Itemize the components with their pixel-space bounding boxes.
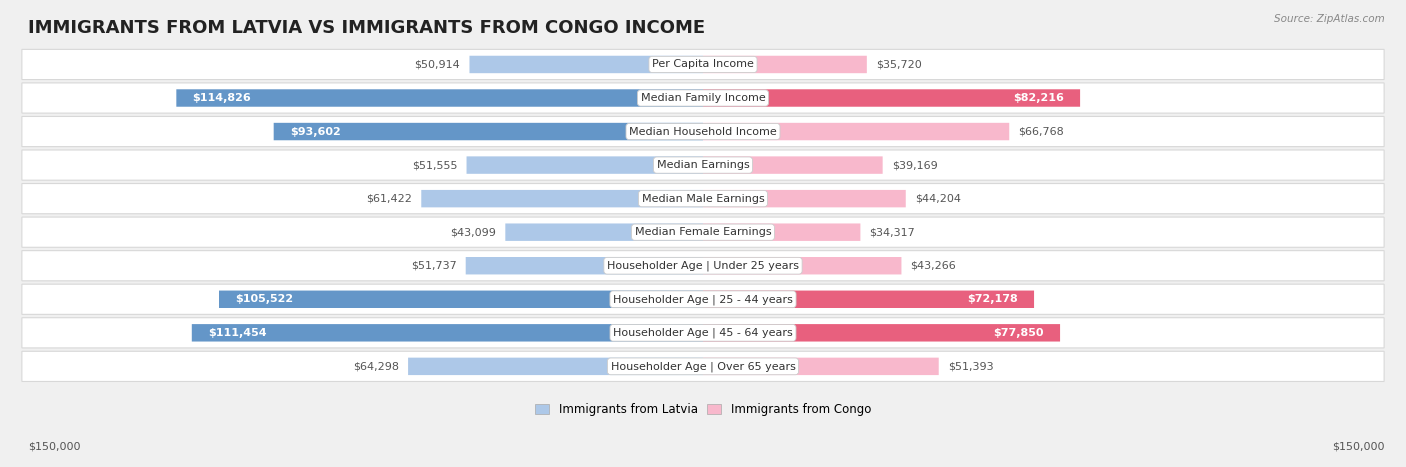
- Text: $44,204: $44,204: [915, 194, 960, 204]
- Text: $105,522: $105,522: [235, 294, 294, 304]
- Legend: Immigrants from Latvia, Immigrants from Congo: Immigrants from Latvia, Immigrants from …: [530, 398, 876, 421]
- FancyBboxPatch shape: [22, 83, 1384, 113]
- FancyBboxPatch shape: [22, 284, 1384, 314]
- Text: Median Earnings: Median Earnings: [657, 160, 749, 170]
- Text: Householder Age | 45 - 64 years: Householder Age | 45 - 64 years: [613, 327, 793, 338]
- FancyBboxPatch shape: [703, 257, 901, 275]
- FancyBboxPatch shape: [422, 190, 703, 207]
- FancyBboxPatch shape: [176, 89, 703, 107]
- Text: $50,914: $50,914: [415, 59, 460, 70]
- Text: Householder Age | Over 65 years: Householder Age | Over 65 years: [610, 361, 796, 372]
- FancyBboxPatch shape: [467, 156, 703, 174]
- FancyBboxPatch shape: [408, 358, 703, 375]
- FancyBboxPatch shape: [703, 290, 1033, 308]
- FancyBboxPatch shape: [22, 251, 1384, 281]
- FancyBboxPatch shape: [465, 257, 703, 275]
- FancyBboxPatch shape: [219, 290, 703, 308]
- Text: $39,169: $39,169: [891, 160, 938, 170]
- Text: $43,099: $43,099: [450, 227, 496, 237]
- Text: Median Household Income: Median Household Income: [628, 127, 778, 136]
- FancyBboxPatch shape: [22, 50, 1384, 79]
- FancyBboxPatch shape: [703, 123, 1010, 140]
- FancyBboxPatch shape: [703, 190, 905, 207]
- FancyBboxPatch shape: [22, 184, 1384, 214]
- FancyBboxPatch shape: [703, 224, 860, 241]
- FancyBboxPatch shape: [22, 318, 1384, 348]
- Text: Per Capita Income: Per Capita Income: [652, 59, 754, 70]
- Text: Median Male Earnings: Median Male Earnings: [641, 194, 765, 204]
- FancyBboxPatch shape: [703, 156, 883, 174]
- Text: $150,000: $150,000: [28, 441, 80, 451]
- Text: Source: ZipAtlas.com: Source: ZipAtlas.com: [1274, 14, 1385, 24]
- Text: Householder Age | 25 - 44 years: Householder Age | 25 - 44 years: [613, 294, 793, 304]
- FancyBboxPatch shape: [703, 56, 868, 73]
- Text: $51,555: $51,555: [412, 160, 457, 170]
- Text: $82,216: $82,216: [1014, 93, 1064, 103]
- FancyBboxPatch shape: [22, 150, 1384, 180]
- Text: $51,737: $51,737: [411, 261, 457, 271]
- Text: $93,602: $93,602: [290, 127, 340, 136]
- FancyBboxPatch shape: [191, 324, 703, 341]
- Text: $77,850: $77,850: [994, 328, 1045, 338]
- Text: Householder Age | Under 25 years: Householder Age | Under 25 years: [607, 261, 799, 271]
- Text: $111,454: $111,454: [208, 328, 267, 338]
- Text: $64,298: $64,298: [353, 361, 399, 371]
- Text: $51,393: $51,393: [948, 361, 994, 371]
- Text: $35,720: $35,720: [876, 59, 922, 70]
- Text: $150,000: $150,000: [1333, 441, 1385, 451]
- Text: Median Family Income: Median Family Income: [641, 93, 765, 103]
- FancyBboxPatch shape: [274, 123, 703, 140]
- Text: $43,266: $43,266: [911, 261, 956, 271]
- Text: IMMIGRANTS FROM LATVIA VS IMMIGRANTS FROM CONGO INCOME: IMMIGRANTS FROM LATVIA VS IMMIGRANTS FRO…: [28, 19, 706, 37]
- FancyBboxPatch shape: [22, 351, 1384, 382]
- FancyBboxPatch shape: [505, 224, 703, 241]
- Text: $61,422: $61,422: [366, 194, 412, 204]
- FancyBboxPatch shape: [22, 217, 1384, 248]
- Text: $114,826: $114,826: [193, 93, 252, 103]
- Text: Median Female Earnings: Median Female Earnings: [634, 227, 772, 237]
- FancyBboxPatch shape: [703, 89, 1080, 107]
- FancyBboxPatch shape: [22, 116, 1384, 147]
- FancyBboxPatch shape: [703, 324, 1060, 341]
- Text: $66,768: $66,768: [1018, 127, 1064, 136]
- FancyBboxPatch shape: [703, 358, 939, 375]
- Text: $34,317: $34,317: [869, 227, 915, 237]
- Text: $72,178: $72,178: [967, 294, 1018, 304]
- FancyBboxPatch shape: [470, 56, 703, 73]
